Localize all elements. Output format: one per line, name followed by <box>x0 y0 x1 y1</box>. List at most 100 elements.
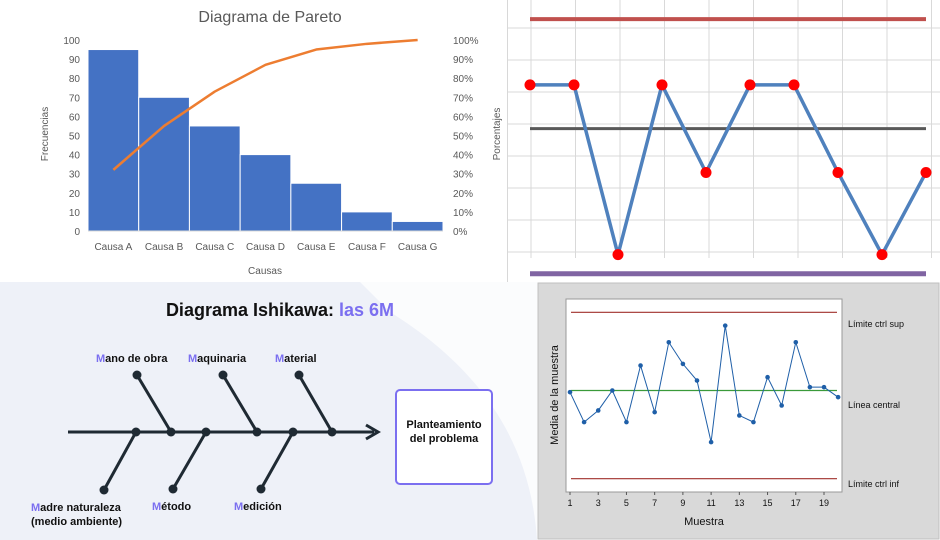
spc-data-line <box>569 325 839 443</box>
x-tick-label: Causa C <box>195 242 234 253</box>
y-tick-label: 10 <box>69 208 81 219</box>
bone-bottom-2-dot <box>168 484 178 494</box>
spc-chart: Límite ctrl sup Línea central Límite ctr… <box>537 282 940 540</box>
y-tick-label: 30 <box>69 170 81 181</box>
data-point <box>876 249 888 261</box>
y-axis-label-left: Frecuencias <box>40 107 51 161</box>
y-tick-label: 50 <box>69 132 81 143</box>
ishikawa-title-main: Diagrama Ishikawa: <box>166 300 339 320</box>
chart-title: Diagrama de Pareto <box>198 9 341 26</box>
spc-x-tick-label: 5 <box>624 498 629 508</box>
x-tick-label: Causa A <box>94 242 132 253</box>
bar <box>239 154 292 232</box>
spine-node-4 <box>131 427 141 437</box>
data-point <box>700 166 712 178</box>
y-tick-label: 40 <box>69 151 81 162</box>
spc-data-point <box>708 439 714 445</box>
data-point <box>612 249 624 261</box>
x-tick-label: Causa E <box>297 242 336 253</box>
problem-box <box>395 389 493 485</box>
x-tick-label: Causa G <box>398 242 438 253</box>
spc-data-point <box>722 323 728 328</box>
bone-top-2 <box>221 374 259 433</box>
bone-top-3 <box>297 374 334 433</box>
spine-node-1 <box>166 427 176 437</box>
spc-data-point <box>737 413 742 418</box>
spc-x-tick-label: 3 <box>596 498 601 508</box>
spc-lcl-label: Límite ctrl inf <box>848 479 900 489</box>
y-tick-label: 20 <box>69 189 81 200</box>
pareto-chart: Diagrama de Pareto Causas Frecuencias Po… <box>40 9 503 277</box>
y-tick-label: 60 <box>69 112 81 123</box>
bone-top-1-dot <box>132 370 142 380</box>
spc-data-point <box>694 378 700 383</box>
data-point <box>744 79 756 91</box>
spc-center-label: Línea central <box>848 400 900 410</box>
y-tick-label: 80 <box>69 74 81 85</box>
spc-data-point <box>638 363 643 368</box>
bar <box>391 220 444 232</box>
control-chart-panel <box>507 0 940 282</box>
cause-label-maquinaria: Maquinaria <box>188 353 247 365</box>
spc-data-point <box>807 384 813 390</box>
spc-data-point <box>595 408 601 413</box>
spc-data-point <box>779 403 784 408</box>
y2-tick-label: 90% <box>453 55 473 66</box>
spc-data-point <box>610 388 615 393</box>
ishikawa-title: Diagrama Ishikawa: las 6M <box>166 300 394 320</box>
spc-data-point <box>567 389 573 395</box>
spc-x-tick-label: 9 <box>680 498 685 508</box>
bar <box>290 182 343 232</box>
cause-label-medicion: Medición <box>234 501 282 513</box>
spine-node-5 <box>201 427 211 437</box>
y-tick-label: 70 <box>69 93 81 104</box>
spine-node-3 <box>327 427 337 437</box>
y2-tick-label: 70% <box>453 93 473 104</box>
bone-top-2-dot <box>218 370 228 380</box>
cause-label-mano-de-obra: Mano de obra <box>96 353 168 365</box>
spc-y-axis-label: Media de la muestra <box>549 344 561 445</box>
spc-data-point <box>624 419 629 425</box>
problem-line-2: del problema <box>410 433 479 445</box>
bone-top-1 <box>135 374 173 433</box>
spc-x-tick-label: 15 <box>763 498 773 508</box>
y-tick-label: 100 <box>63 36 80 47</box>
spc-data-point <box>652 409 657 415</box>
bone-top-3-dot <box>294 370 304 380</box>
cause-label-material: Material <box>275 353 317 365</box>
fishbone-arrowhead <box>365 423 381 441</box>
y2-tick-label: 0% <box>453 227 468 238</box>
spc-chart-panel: Límite ctrl sup Línea central Límite ctr… <box>537 282 940 540</box>
spc-x-axis-label: Muestra <box>684 516 725 528</box>
y2-tick-label: 60% <box>453 112 473 123</box>
ishikawa-title-accent: las 6M <box>339 300 394 320</box>
ishikawa-diagram: Diagrama Ishikawa: las 6M Mano de obra M… <box>31 282 537 540</box>
y-tick-label: 0 <box>74 227 80 238</box>
bar <box>341 211 393 232</box>
data-point <box>656 79 668 91</box>
y2-tick-label: 50% <box>453 132 473 143</box>
spc-x-tick-label: 17 <box>791 498 801 508</box>
bar <box>138 96 190 232</box>
data-point <box>788 79 800 91</box>
spc-data-point <box>581 419 587 425</box>
y2-tick-label: 20% <box>453 189 473 200</box>
bar <box>188 125 241 232</box>
bone-bottom-2 <box>171 431 208 490</box>
spine-node-2 <box>252 427 262 437</box>
spc-ucl-label: Límite ctrl sup <box>848 319 904 329</box>
y2-tick-label: 100% <box>453 36 479 47</box>
y2-tick-label: 80% <box>453 74 473 85</box>
data-line <box>530 83 928 257</box>
y2-tick-label: 10% <box>453 208 473 219</box>
bone-bottom-3-dot <box>256 484 266 494</box>
y-axis-label-right: Porcentajes <box>492 108 503 161</box>
x-tick-label: Causa B <box>145 242 184 253</box>
spc-x-tick-label: 1 <box>567 498 572 508</box>
spc-x-tick-label: 11 <box>706 498 715 508</box>
y-tick-label: 90 <box>69 55 81 66</box>
spine-node-6 <box>288 427 298 437</box>
cumulative-line <box>112 38 418 171</box>
cause-label-metodo: Método <box>152 501 191 513</box>
data-point <box>568 79 580 91</box>
